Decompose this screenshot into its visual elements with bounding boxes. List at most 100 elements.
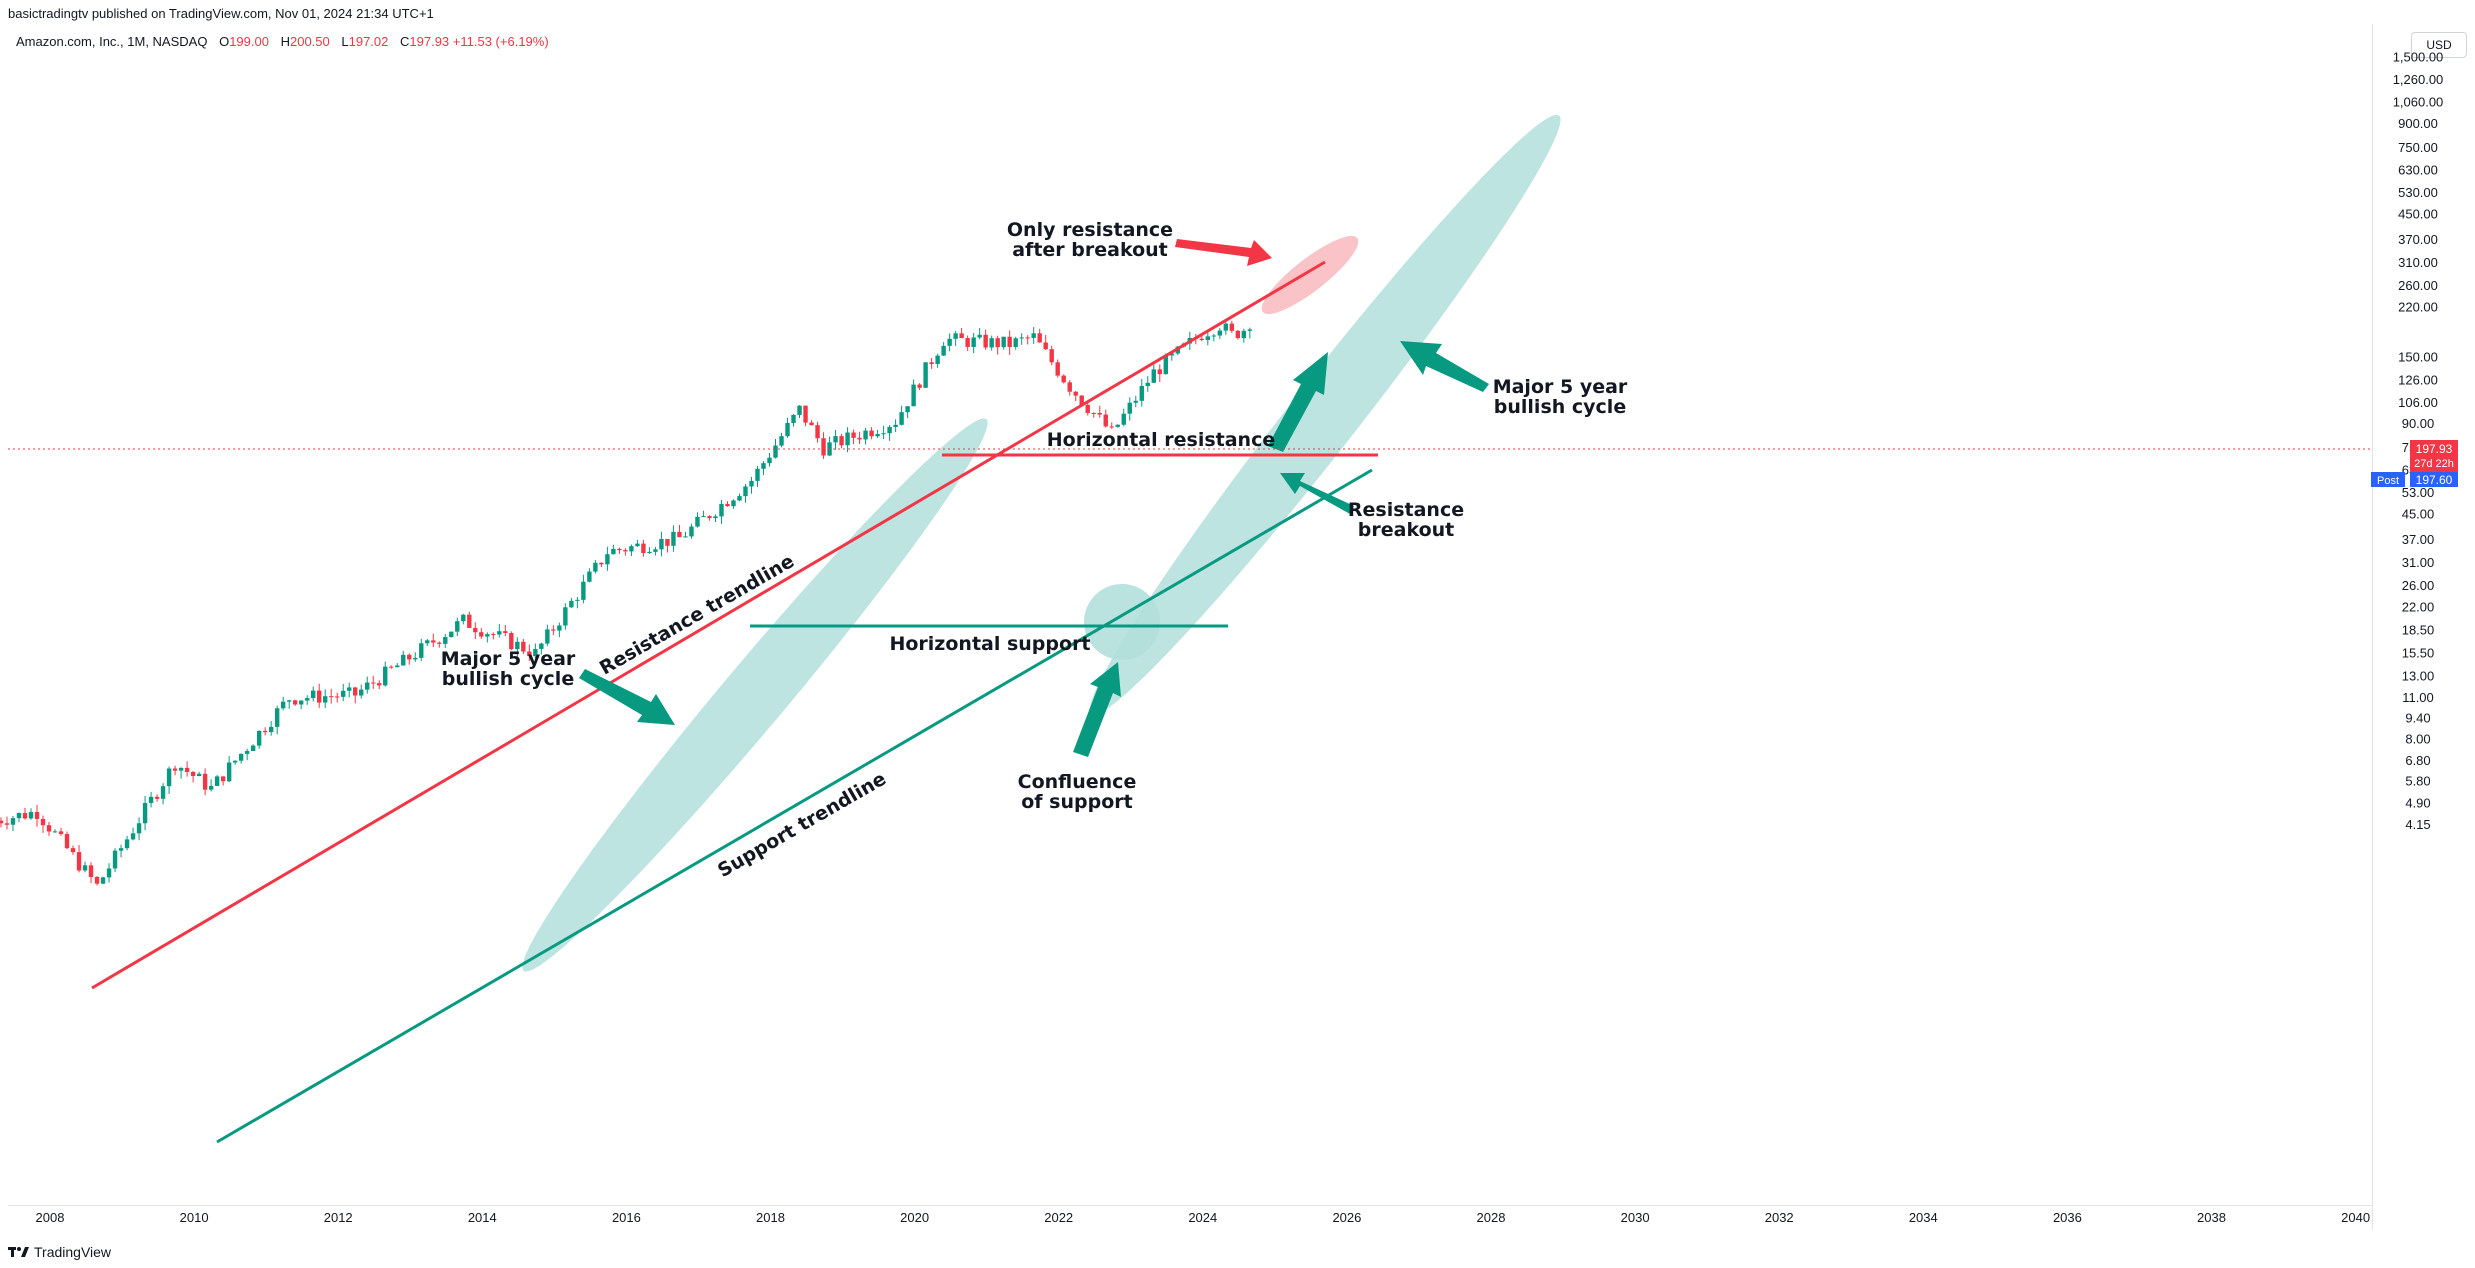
candle-body xyxy=(1163,355,1168,375)
candle-body xyxy=(292,700,298,705)
price-tick-label: 6.80 xyxy=(2405,753,2430,768)
resistance-trendline[interactable] xyxy=(91,260,1326,990)
time-tick-label: 2024 xyxy=(1188,1210,1217,1225)
candle-body xyxy=(815,425,820,439)
price-tick-label: 310.00 xyxy=(2398,255,2438,270)
candle-body xyxy=(401,654,406,666)
candle-body xyxy=(365,682,370,690)
candle-body xyxy=(755,468,760,481)
ohlc-legend: Amazon.com, Inc., 1M, NASDAQ O199.00 H20… xyxy=(16,34,549,49)
candle-body xyxy=(202,773,208,790)
time-tick-label: 2022 xyxy=(1044,1210,1073,1225)
candle-body xyxy=(1055,362,1060,376)
candle-body xyxy=(689,526,694,537)
candle-body xyxy=(1247,329,1253,331)
candle-body xyxy=(611,548,616,555)
candle-body xyxy=(244,751,250,754)
candle-body xyxy=(166,768,172,787)
candle-body xyxy=(917,384,922,388)
candle-body xyxy=(629,546,634,552)
time-tick-label: 2040 xyxy=(2341,1210,2370,1225)
candle-body xyxy=(431,640,436,643)
price-axis-divider xyxy=(2372,24,2373,1230)
candle-body xyxy=(503,631,508,634)
candle-body xyxy=(1091,412,1096,414)
candle-body xyxy=(335,696,340,698)
price-tick-label: 15.50 xyxy=(2402,645,2435,660)
candle-body xyxy=(623,550,628,552)
time-axis[interactable]: 2008 2010 2012 2014 2016 2018 2020 2022 2024 2026… xyxy=(36,1210,2371,1225)
candle-body xyxy=(497,631,502,635)
candle-body xyxy=(761,463,766,469)
price-tick-label: 53.00 xyxy=(2402,485,2435,500)
candle-body xyxy=(0,820,4,824)
candle-body xyxy=(539,643,544,649)
candle-body xyxy=(977,334,982,338)
candle-body xyxy=(220,776,226,782)
price-tick-label: 37.00 xyxy=(2402,532,2435,547)
candle-body xyxy=(1199,338,1205,340)
candle-body xyxy=(779,436,784,446)
candle-body xyxy=(1061,375,1066,383)
candle-body xyxy=(256,730,262,746)
arrow-only-resistance xyxy=(1175,239,1272,266)
annotation-major-cycle-left-2: bullish cycle xyxy=(442,668,574,690)
candle-body xyxy=(1097,412,1102,415)
candle-body xyxy=(881,433,886,435)
candle-body xyxy=(22,813,28,819)
candle-body xyxy=(545,629,550,644)
candle-body xyxy=(563,607,568,626)
candle-body xyxy=(196,773,202,777)
candle-body xyxy=(743,486,748,497)
candle-body xyxy=(16,813,22,819)
candle-body xyxy=(791,414,796,423)
time-tick-label: 2018 xyxy=(756,1210,785,1225)
candle-body xyxy=(1013,338,1018,347)
candle-body xyxy=(719,503,724,517)
cycle-ellipse-left xyxy=(522,418,988,972)
candle-body xyxy=(232,760,238,763)
candle-body xyxy=(413,657,418,660)
price-tick-label: 150.00 xyxy=(2398,350,2438,365)
candle-body xyxy=(635,543,640,547)
candle-body xyxy=(1043,342,1048,350)
annotation-resistance-breakout-1: Resistance xyxy=(1348,499,1464,521)
candle-body xyxy=(443,637,448,644)
post-market-badge: Post 197.60 xyxy=(2371,472,2458,487)
candle-body xyxy=(280,701,286,709)
close-label: C xyxy=(400,34,410,49)
currency-button[interactable]: USD xyxy=(2411,32,2467,58)
candle-body xyxy=(893,424,898,427)
candle-body xyxy=(82,865,88,871)
candle-body xyxy=(34,812,40,819)
candle-body xyxy=(875,434,880,437)
annotation-confluence-1: Confluence xyxy=(1018,771,1137,793)
candle-body xyxy=(803,405,808,423)
candle-body xyxy=(4,823,10,825)
candle-body xyxy=(707,516,712,519)
annotation-resistance-breakout-2: breakout xyxy=(1358,519,1454,541)
time-tick-label: 2030 xyxy=(1621,1210,1650,1225)
change-value: +11.53 (+6.19%) xyxy=(452,34,549,49)
arrow-resistance-breakout xyxy=(1280,473,1354,514)
candle-body xyxy=(845,432,850,446)
time-tick-label: 2016 xyxy=(612,1210,641,1225)
candle-body xyxy=(533,648,538,657)
candle-body xyxy=(389,666,394,668)
candle-body xyxy=(1121,413,1126,425)
candle-body xyxy=(947,338,952,346)
price-tick-label: 530.00 xyxy=(2398,185,2438,200)
candle-body xyxy=(178,767,184,771)
tradingview-logo[interactable]: TradingView xyxy=(8,1244,111,1260)
support-trendline[interactable] xyxy=(216,468,1373,1144)
candle-body xyxy=(737,496,742,501)
candle-body xyxy=(587,571,592,582)
price-tick-label: 750.00 xyxy=(2398,140,2438,155)
price-tick-label: 22.00 xyxy=(2402,600,2435,615)
price-tick-label: 13.00 xyxy=(2402,668,2435,683)
candle-body xyxy=(1223,323,1229,331)
price-tick-label: 18.50 xyxy=(2402,622,2435,637)
candle-body xyxy=(58,831,64,835)
arrow-major-cycle-left xyxy=(579,669,675,725)
